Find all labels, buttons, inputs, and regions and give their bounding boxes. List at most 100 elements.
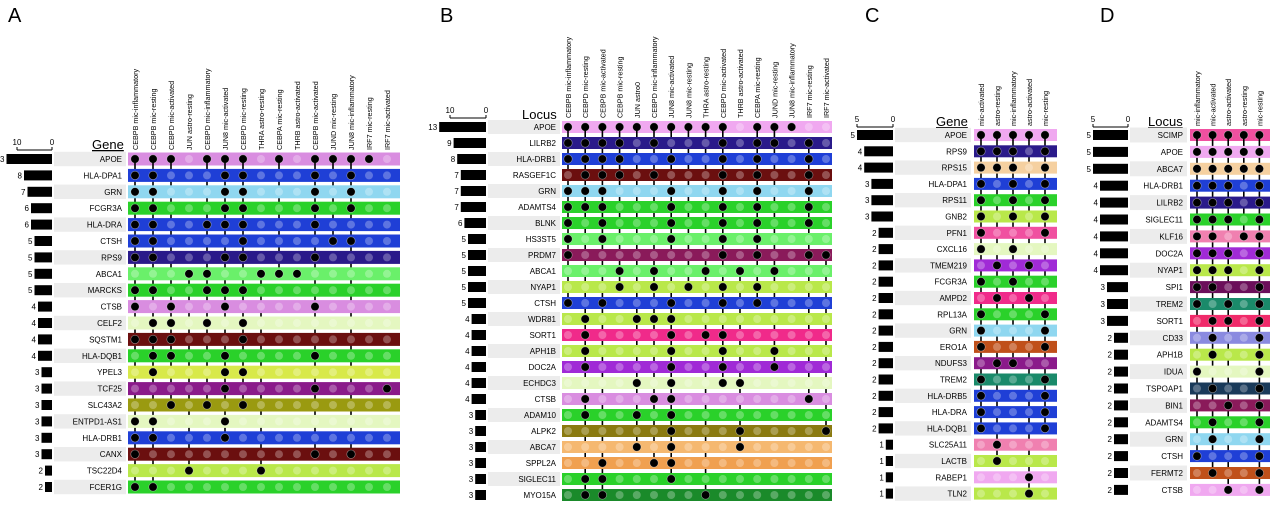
count-label: 9: [447, 139, 452, 148]
count-label: 2: [1108, 385, 1113, 394]
hit-dot: [1192, 265, 1202, 275]
count-bar: [878, 341, 893, 352]
count-bar: [864, 146, 893, 157]
empty-dot: [701, 427, 710, 435]
count-bar: [885, 472, 893, 483]
empty-dot: [257, 302, 265, 311]
hit-dot: [1040, 407, 1050, 417]
hit-dot: [274, 269, 284, 279]
empty-dot: [1239, 198, 1248, 207]
column-label: THRA astro-resting: [257, 89, 266, 150]
empty-dot: [221, 450, 229, 459]
matrix-row: 3 ENTPD1-AS1: [35, 414, 400, 429]
row-label: APH1B: [530, 347, 556, 356]
hit-dot: [821, 250, 831, 260]
row-label: ABCA1: [96, 270, 123, 279]
row-label: TSC22D4: [87, 467, 123, 476]
empty-dot: [275, 433, 283, 442]
count-bar: [878, 423, 893, 434]
empty-dot: [564, 443, 572, 451]
hit-dot: [220, 285, 230, 295]
row-label: CXCL16: [937, 245, 968, 254]
column-label: IRF7 mic-activated: [383, 90, 392, 150]
row-band: [895, 453, 971, 469]
empty-dot: [736, 171, 744, 179]
matrix-row: 2 CXCL16: [872, 243, 1057, 256]
row-color-strip: [562, 153, 832, 165]
count-bar: [1114, 468, 1128, 478]
empty-dot: [787, 475, 796, 483]
row-color-strip: [562, 361, 832, 373]
empty-dot: [598, 267, 607, 275]
empty-dot: [632, 171, 641, 179]
row-band: [1130, 161, 1187, 177]
hit-dot: [1024, 472, 1034, 482]
empty-dot: [347, 384, 355, 393]
hit-dot: [1008, 179, 1018, 189]
count-bar: [864, 162, 893, 173]
empty-dot: [770, 235, 779, 243]
matrix-row: 5 ABCA7: [1087, 161, 1270, 177]
empty-dot: [311, 269, 319, 278]
row-label: GNB2: [945, 213, 967, 222]
empty-dot: [684, 171, 693, 179]
hit-dot: [238, 400, 248, 410]
empty-dot: [684, 443, 693, 451]
empty-dot: [564, 475, 572, 483]
empty-dot: [131, 319, 139, 327]
empty-dot: [257, 253, 265, 262]
empty-dot: [804, 491, 813, 499]
empty-dot: [804, 411, 813, 419]
hit-dot: [184, 269, 194, 279]
empty-dot: [1041, 473, 1049, 482]
row-color-strip: [128, 398, 400, 412]
count-axis-tick-label: 10: [13, 138, 22, 147]
empty-dot: [293, 466, 301, 475]
row-label: ADAMTS4: [518, 203, 556, 212]
empty-dot: [275, 401, 283, 409]
empty-dot: [650, 299, 658, 307]
hit-dot: [615, 138, 625, 148]
empty-dot: [383, 417, 391, 426]
empty-dot: [1193, 469, 1201, 477]
empty-dot: [1025, 440, 1033, 449]
empty-dot: [822, 331, 830, 339]
empty-dot: [581, 379, 590, 387]
hit-dot: [1223, 265, 1233, 275]
empty-dot: [239, 417, 247, 426]
row-color-strip: [128, 185, 400, 199]
row-label: TCF25: [98, 385, 123, 394]
hit-dot: [752, 218, 762, 228]
count-axis-tick-label: 0: [484, 106, 489, 115]
empty-dot: [650, 187, 658, 195]
count-label: 2: [1108, 486, 1113, 495]
hit-dot: [563, 154, 573, 164]
count-bar: [1114, 366, 1128, 377]
count-bar: [857, 130, 893, 140]
empty-dot: [650, 235, 658, 243]
count-label: 5: [462, 251, 467, 260]
empty-dot: [293, 237, 301, 245]
empty-dot: [365, 483, 373, 491]
empty-dot: [701, 251, 710, 259]
hit-dot: [580, 362, 590, 372]
matrix-row: 8 HLA-DRB1: [451, 152, 832, 166]
empty-dot: [993, 489, 1001, 498]
empty-dot: [753, 411, 762, 419]
count-bar: [460, 186, 486, 196]
hit-dot: [1239, 147, 1249, 157]
row-color-strip: [128, 349, 400, 363]
empty-dot: [822, 235, 830, 243]
empty-dot: [347, 466, 355, 475]
empty-dot: [311, 401, 319, 409]
matrix-row: 3 SLC43A2: [35, 398, 400, 412]
matrix-row: 4 APH1B: [465, 344, 832, 358]
empty-dot: [736, 347, 744, 355]
row-band: [895, 388, 971, 403]
empty-dot: [1224, 232, 1233, 241]
empty-dot: [1025, 408, 1033, 417]
empty-dot: [1193, 401, 1201, 410]
empty-dot: [1041, 277, 1049, 286]
hit-dot: [976, 326, 986, 336]
row-label: RASGEF1C: [513, 171, 556, 180]
